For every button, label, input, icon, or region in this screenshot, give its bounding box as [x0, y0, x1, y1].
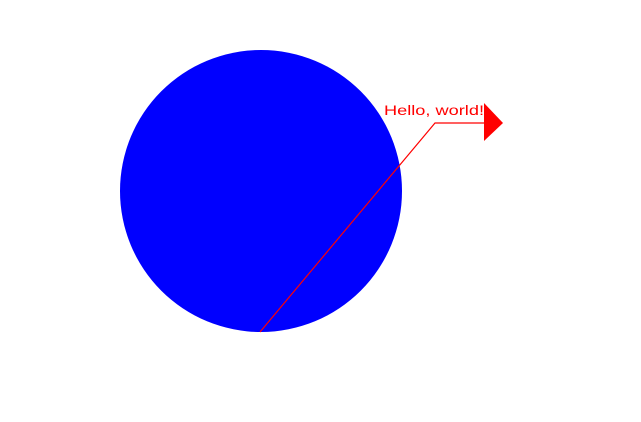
annotation-leader-line: [259, 122, 484, 333]
annotation-label: Hello, world!: [384, 102, 484, 118]
blue-circle: [120, 50, 402, 332]
right-triangle-arrow-icon: [484, 103, 503, 141]
